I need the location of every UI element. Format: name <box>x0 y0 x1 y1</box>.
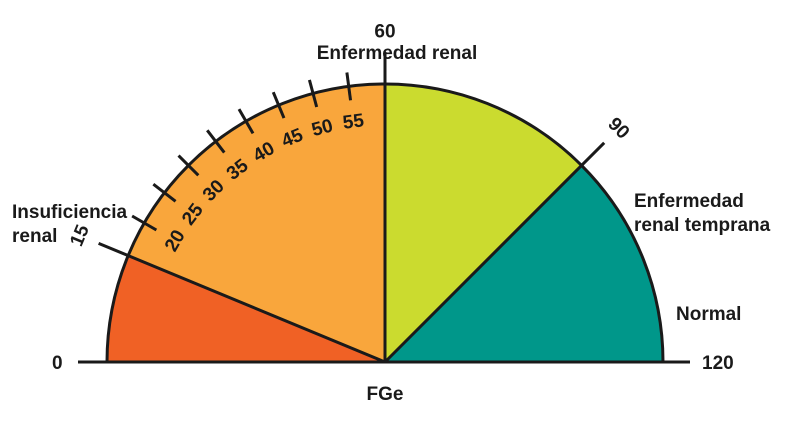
lines-layer <box>78 52 690 364</box>
zone-enfermedad-wedge <box>128 84 385 362</box>
zone-label-insuficiencia: Insuficiencia renal <box>12 202 128 247</box>
zone-normal-wedge <box>385 165 663 362</box>
tick-mark-30 <box>177 154 200 177</box>
tick-mark-50 <box>307 79 319 108</box>
axis-label-fge: FGe <box>367 384 404 405</box>
tick-mark-25 <box>152 183 177 203</box>
zone-label-line: renal <box>12 226 57 247</box>
zone-label-line: Enfermedad <box>634 191 744 212</box>
zones-layer <box>107 84 663 362</box>
tick-mark-45 <box>271 91 286 119</box>
zone-insuficiencia-wedge <box>107 255 385 362</box>
range-min-label: 0 <box>52 353 63 374</box>
tick-mark-35 <box>206 129 226 154</box>
range-max-label: 120 <box>702 353 734 374</box>
zone-temprana-wedge <box>385 84 582 362</box>
boundary-line-90 <box>383 141 606 364</box>
boundary-line-15 <box>98 241 386 364</box>
tick-mark-40 <box>237 108 255 135</box>
zone-label-temprana: Enfermedad renal temprana <box>634 191 771 236</box>
tick-label-55: 55 <box>342 110 366 134</box>
tick-label-60: 60 <box>374 22 395 43</box>
zone-label-enfermedad: Enfermedad renal <box>317 43 478 64</box>
tick-label-90: 90 <box>603 114 633 144</box>
zone-label-line: Normal <box>676 304 741 325</box>
tick-mark-20 <box>131 214 158 232</box>
tick-label-15: 15 <box>66 222 94 250</box>
tick-mark-55 <box>345 72 353 101</box>
zone-label-line: renal temprana <box>634 215 771 236</box>
zone-label-line: Insuficiencia <box>12 202 128 223</box>
zone-label-normal: Normal <box>676 304 741 325</box>
zone-label-line: Enfermedad renal <box>317 43 478 64</box>
